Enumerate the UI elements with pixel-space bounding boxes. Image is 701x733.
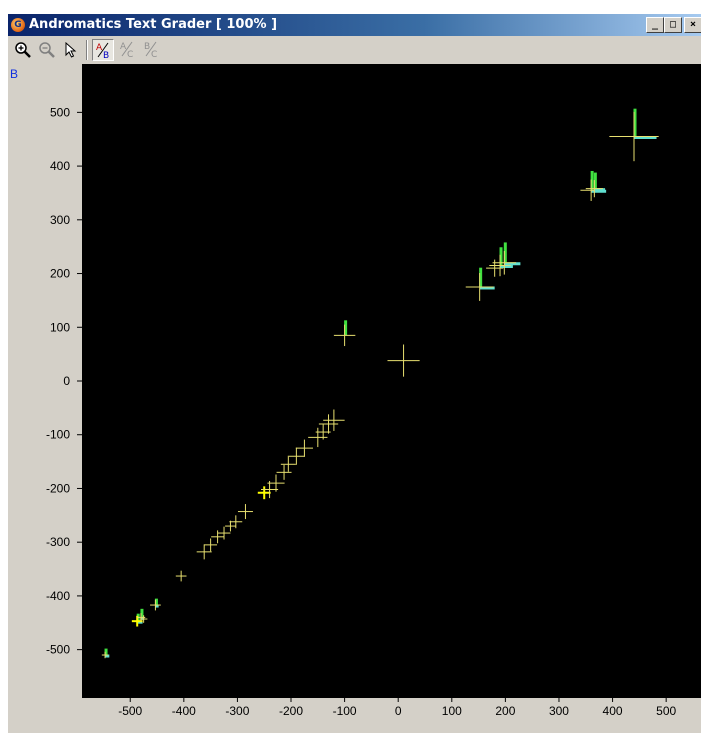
toolbar-separator <box>86 40 88 60</box>
x-tick-label: -300 <box>225 704 249 718</box>
x-tick-label: -200 <box>279 704 303 718</box>
plot-panel: 500 400 300 200 100 0 -100 -200 -300 -400 -500 -500… <box>8 64 701 733</box>
x-tick-label: -100 <box>333 704 357 718</box>
x-tick-label: 200 <box>495 704 515 718</box>
y-tick-label: -500 <box>46 643 70 657</box>
y-tick-label: 0 <box>63 374 70 388</box>
a-over-b-button[interactable]: A B <box>92 39 114 61</box>
scatter-plot[interactable]: 500 400 300 200 100 0 -100 -200 -300 -400 -500 -500… <box>8 64 701 733</box>
grader-window: G Andromatics Text Grader [ 100% ] _ □ × <box>8 14 701 733</box>
zoom-out-icon <box>39 42 55 58</box>
x-tick-label: 100 <box>442 704 462 718</box>
y-tick-label: 300 <box>50 213 70 227</box>
svg-text:C: C <box>151 50 157 58</box>
plot-area <box>82 64 701 698</box>
y-tick-label: 400 <box>50 159 70 173</box>
y-tick-label: -100 <box>46 428 70 442</box>
x-tick-label: 400 <box>603 704 623 718</box>
x-tick-label: 300 <box>549 704 569 718</box>
b-over-c-button[interactable]: B C <box>140 39 162 61</box>
x-tick-label: 0 <box>395 704 402 718</box>
svg-text:B: B <box>144 42 150 52</box>
y-tick-label: 100 <box>50 320 70 334</box>
y-tick-label: -300 <box>46 535 70 549</box>
window-title: Andromatics Text Grader [ 100% ] <box>29 17 278 32</box>
y-tick-label: 500 <box>50 105 70 119</box>
close-button[interactable]: × <box>684 17 701 33</box>
zoom-in-button[interactable] <box>12 39 34 61</box>
title-bar[interactable]: G Andromatics Text Grader [ 100% ] _ □ × <box>8 14 701 36</box>
app-icon: G <box>11 18 25 32</box>
minimize-button[interactable]: _ <box>646 17 664 33</box>
select-pointer-button[interactable] <box>60 39 82 61</box>
toolbar: A B A C B C <box>8 36 701 64</box>
svg-text:A: A <box>96 43 103 53</box>
a-over-b-icon: A B <box>96 42 109 61</box>
y-axis-label: B <box>10 67 19 81</box>
b-over-c-icon: B C <box>144 41 157 60</box>
x-tick-label: -400 <box>172 704 196 718</box>
x-tick-label: -500 <box>118 704 142 718</box>
a-over-c-icon: A C <box>120 41 133 60</box>
y-tick-label: -400 <box>46 589 70 603</box>
y-tick-label: -200 <box>46 481 70 495</box>
y-tick-label: 200 <box>50 267 70 281</box>
zoom-in-icon <box>15 42 31 58</box>
svg-text:C: C <box>127 50 133 58</box>
x-tick-label: 500 <box>656 704 676 718</box>
svg-text:A: A <box>120 42 127 52</box>
a-over-c-button[interactable]: A C <box>116 39 138 61</box>
svg-text:B: B <box>103 51 109 59</box>
pointer-icon <box>65 41 77 58</box>
zoom-out-button[interactable] <box>36 39 58 61</box>
maximize-button[interactable]: □ <box>664 17 682 33</box>
